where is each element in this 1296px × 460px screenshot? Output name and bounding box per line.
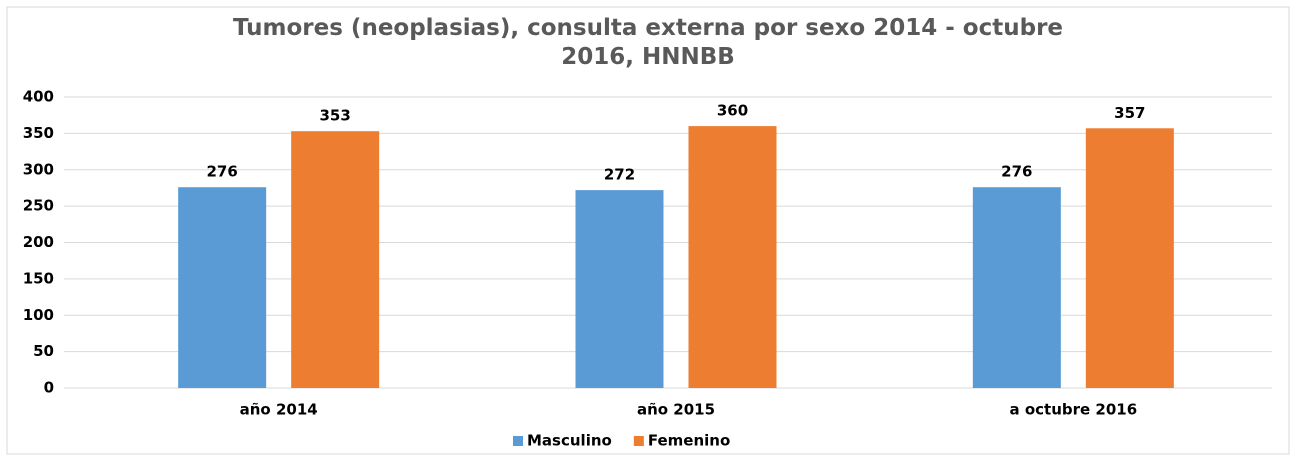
- y-tick-label: 300: [23, 160, 54, 178]
- legend-label: Femenino: [648, 432, 730, 450]
- x-tick-label: a octubre 2016: [1009, 401, 1137, 419]
- legend-swatch: [633, 436, 644, 446]
- x-tick-label: año 2015: [637, 401, 715, 419]
- chart-frame: [6, 6, 1290, 455]
- data-label: 276: [207, 163, 238, 181]
- bar: [1085, 128, 1174, 388]
- x-tick-label: año 2014: [240, 401, 318, 419]
- data-label: 360: [717, 102, 748, 120]
- bar: [688, 126, 777, 388]
- data-label: 357: [1114, 104, 1145, 122]
- chart-title: Tumores (neoplasias), consulta externa p…: [232, 15, 1064, 70]
- y-tick-label: 400: [23, 88, 54, 106]
- legend-swatch: [513, 436, 523, 446]
- legend-label: Masculino: [527, 432, 612, 450]
- y-tick-label: 100: [23, 306, 54, 324]
- y-tick-label: 150: [23, 269, 54, 287]
- data-label: 276: [1001, 163, 1032, 181]
- y-tick-label: 0: [44, 379, 54, 397]
- bar: [291, 131, 380, 388]
- y-tick-label: 350: [23, 124, 54, 142]
- bar: [178, 187, 267, 388]
- bar: [575, 190, 664, 388]
- bar: [972, 187, 1061, 388]
- y-tick-label: 250: [23, 197, 54, 215]
- y-tick-label: 50: [33, 342, 54, 360]
- data-label: 272: [604, 166, 635, 184]
- y-tick-label: 200: [23, 233, 54, 251]
- data-label: 353: [320, 107, 351, 125]
